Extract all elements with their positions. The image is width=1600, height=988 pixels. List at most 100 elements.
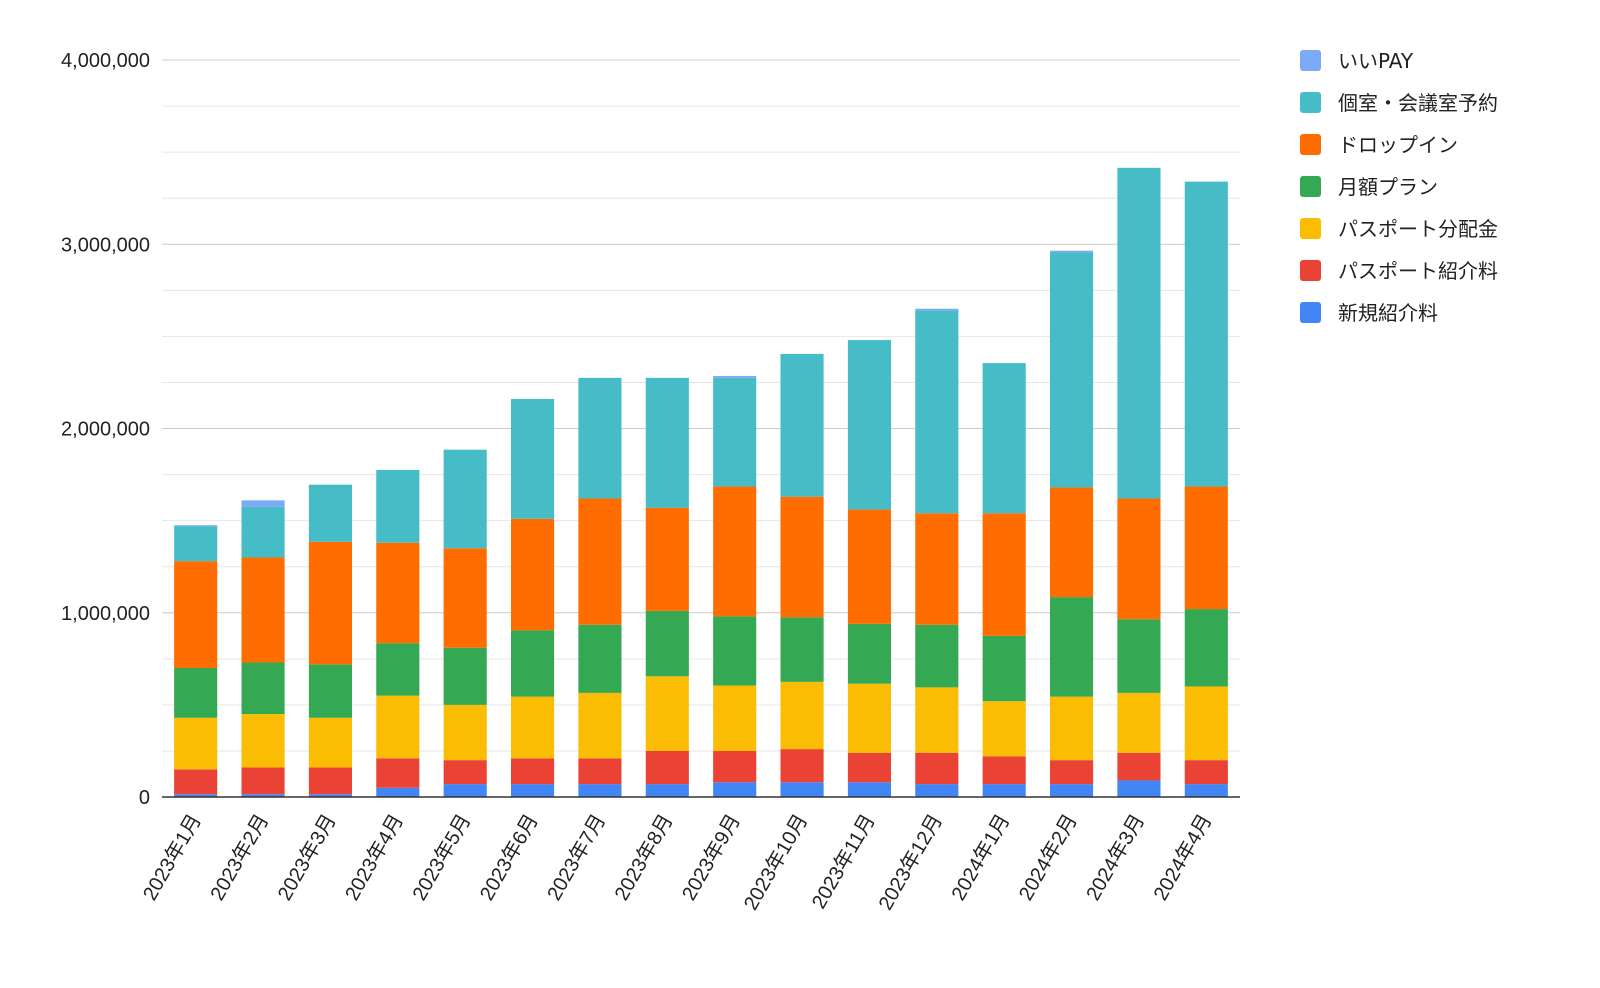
- bar-segment: [1050, 597, 1094, 697]
- bar-segment: [645, 610, 689, 677]
- bar-segment: [645, 750, 689, 785]
- bar-segment: [982, 701, 1026, 757]
- bar-segment: [915, 687, 959, 753]
- bar-segment: [241, 557, 285, 663]
- bar-segment: [847, 340, 891, 510]
- bar-segment: [376, 643, 420, 696]
- bar-segment: [174, 668, 218, 718]
- bar-segment: [982, 363, 1026, 514]
- bar-segment: [1184, 609, 1228, 687]
- bar-segment: [1117, 780, 1161, 797]
- x-tick-label: 2023年12月: [874, 810, 947, 914]
- bar-segment: [713, 782, 757, 797]
- bar-segment: [645, 784, 689, 797]
- x-tick-label: 2024年2月: [1014, 810, 1082, 904]
- bar-segment: [174, 561, 218, 669]
- bar-segment: [1184, 181, 1228, 487]
- bar-segment: [308, 794, 352, 797]
- bar-segment: [308, 541, 352, 665]
- bar-segment: [443, 704, 487, 761]
- bar-segment: [308, 767, 352, 795]
- bar-segment: [645, 676, 689, 751]
- legend-label: ドロップイン: [1338, 133, 1458, 157]
- bar-segment: [915, 308, 959, 311]
- legend-item: 月額プラン: [1300, 175, 1438, 199]
- bar-segment: [443, 784, 487, 797]
- bar-segment: [578, 758, 622, 785]
- bar-segment: [713, 486, 757, 617]
- bar-segment: [713, 750, 757, 783]
- legend-label: パスポート分配金: [1338, 217, 1498, 241]
- bar-segment: [1184, 686, 1228, 761]
- bar-stack: [780, 353, 824, 797]
- legend-item: パスポート紹介料: [1300, 259, 1498, 283]
- bar-stack: [308, 484, 352, 797]
- bar-stack: [645, 377, 689, 797]
- x-tick-label: 2023年7月: [543, 810, 611, 904]
- bar-stack: [578, 377, 622, 797]
- bar-segment: [915, 784, 959, 797]
- x-tick-label: 2024年4月: [1149, 810, 1217, 904]
- x-axis: 2023年1月 2023年2月 2023年3月 2023年4月 2023年5月 2023年…: [138, 796, 1240, 914]
- y-tick-label: 2,000,000: [61, 419, 150, 441]
- bar-segment: [578, 624, 622, 693]
- bar-segment: [174, 526, 218, 562]
- bar-segment: [174, 525, 218, 527]
- legend-swatch: [1300, 134, 1321, 155]
- x-tick-label: 2023年3月: [273, 810, 341, 904]
- x-tick-label: 2023年1月: [138, 810, 206, 904]
- bar-segment: [713, 377, 757, 487]
- legend-label: 個室・会議室予約: [1338, 91, 1498, 115]
- bar-segment: [376, 758, 420, 788]
- bar-segment: [1117, 167, 1161, 499]
- bar-segment: [376, 695, 420, 759]
- bar-segment: [443, 449, 487, 549]
- bar-segment: [1050, 252, 1094, 488]
- legend-swatch: [1300, 302, 1321, 323]
- x-tick-label: 2024年3月: [1082, 810, 1150, 904]
- bar-stack: [982, 363, 1026, 797]
- x-tick-label: 2024年1月: [947, 810, 1015, 904]
- x-tick-label: 2023年9月: [677, 810, 745, 904]
- bar-segment: [578, 784, 622, 797]
- legend-swatch: [1300, 176, 1321, 197]
- y-axis: 0 1,000,000 2,000,000 3,000,000 4,000,000: [61, 50, 150, 809]
- legend-swatch: [1300, 92, 1321, 113]
- bar-segment: [780, 617, 824, 682]
- bar-segment: [443, 647, 487, 705]
- bar-segment: [713, 616, 757, 686]
- bar-segment: [241, 500, 285, 507]
- bar-stack: [511, 399, 555, 797]
- bar-segment: [1050, 696, 1094, 761]
- bar-segment: [241, 662, 285, 715]
- bar-segment: [511, 758, 555, 785]
- y-tick-label: 4,000,000: [61, 50, 150, 72]
- bar-segment: [308, 717, 352, 768]
- legend-label: いいPAY: [1338, 49, 1414, 73]
- y-tick-label: 3,000,000: [61, 234, 150, 256]
- bar-segment: [1050, 487, 1094, 598]
- bar-segment: [982, 784, 1026, 797]
- bar-segment: [915, 513, 959, 625]
- bar-segment: [645, 377, 689, 508]
- x-tick-label: 2023年8月: [610, 810, 678, 904]
- bar-segment: [511, 630, 555, 697]
- bar-segment: [1184, 784, 1228, 797]
- bar-segment: [511, 696, 555, 759]
- bar-stack: [241, 500, 285, 797]
- bar-segment: [982, 635, 1026, 702]
- bar-segment: [174, 717, 218, 770]
- bar-segment: [308, 664, 352, 718]
- bar-segment: [1184, 760, 1228, 785]
- bar-segment: [847, 509, 891, 624]
- bar-segment: [1050, 784, 1094, 797]
- bar-segment: [241, 794, 285, 797]
- bar-segment: [915, 752, 959, 785]
- bar-stack: [847, 340, 891, 797]
- bar-segment: [645, 507, 689, 611]
- legend-label: パスポート紹介料: [1338, 259, 1498, 283]
- legend-item: 新規紹介料: [1300, 301, 1438, 325]
- legend-item: ドロップイン: [1300, 133, 1458, 157]
- bar-stack: [443, 449, 487, 797]
